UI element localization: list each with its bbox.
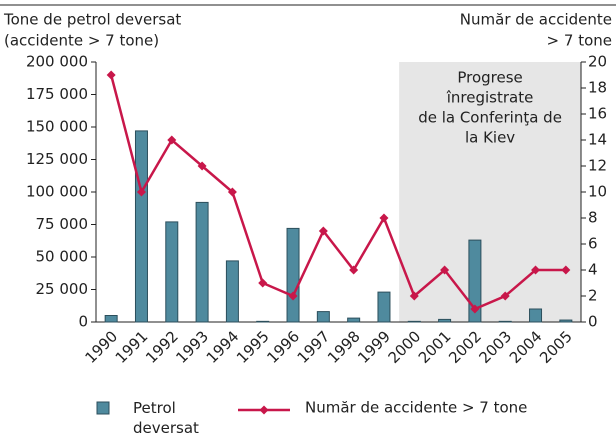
bar bbox=[559, 319, 573, 323]
marker bbox=[318, 226, 328, 236]
marker bbox=[409, 291, 419, 301]
x-tick-label: 2004 bbox=[506, 327, 546, 367]
x-tick-label: 1997 bbox=[294, 327, 334, 367]
legend-label: Petrol deversat bbox=[133, 399, 199, 437]
x-tick-label: 2001 bbox=[415, 327, 455, 367]
annotation: de la Conferinţa de bbox=[418, 109, 562, 127]
bar bbox=[377, 291, 391, 323]
x-tick-label: 1995 bbox=[233, 327, 273, 367]
x-tick-label: 1992 bbox=[142, 327, 182, 367]
marker bbox=[258, 278, 268, 288]
bar bbox=[529, 308, 543, 323]
x-tick-label: 2005 bbox=[536, 327, 576, 367]
x-tick-label: 2003 bbox=[475, 327, 515, 367]
bar bbox=[256, 320, 270, 323]
annotation: la Kiev bbox=[465, 129, 515, 147]
marker bbox=[106, 70, 116, 80]
bar bbox=[165, 221, 179, 323]
bar bbox=[225, 260, 239, 323]
x-tick-label: 2000 bbox=[385, 327, 425, 367]
legend-marker bbox=[259, 405, 269, 415]
y2-tick-label: 14 bbox=[588, 131, 607, 149]
y-tick-label: 150 000 bbox=[26, 118, 88, 136]
marker bbox=[349, 265, 359, 275]
marker bbox=[197, 161, 207, 171]
marker bbox=[470, 304, 480, 314]
bar bbox=[407, 320, 421, 323]
y2-tick-label: 18 bbox=[588, 79, 607, 97]
y-axis-label: (accidente > 7 tone) bbox=[4, 32, 159, 50]
x-tick-label: 1999 bbox=[354, 327, 394, 367]
x-tick-label: 1996 bbox=[263, 327, 303, 367]
y-tick-label: 200 000 bbox=[26, 53, 88, 71]
x-tick-label: 1993 bbox=[172, 327, 212, 367]
marker bbox=[288, 291, 298, 301]
bar bbox=[468, 239, 482, 323]
marker bbox=[531, 265, 541, 275]
y-tick-label: 50 000 bbox=[36, 248, 89, 266]
marker bbox=[379, 213, 389, 223]
x-tick-label: 1991 bbox=[112, 327, 152, 367]
y2-tick-label: 10 bbox=[588, 183, 607, 201]
marker bbox=[561, 265, 571, 275]
y-tick-label: 0 bbox=[78, 313, 88, 331]
bar bbox=[195, 201, 209, 323]
bar bbox=[286, 227, 300, 323]
y-axis-label: Tone de petrol deversat bbox=[3, 11, 181, 29]
marker bbox=[167, 135, 177, 145]
y2-tick-label: 12 bbox=[588, 157, 607, 175]
annotation: înregistrate bbox=[446, 89, 534, 107]
y-tick-label: 25 000 bbox=[36, 280, 89, 298]
y2-axis-label: Număr de accidente bbox=[460, 11, 612, 29]
legend-swatch bbox=[96, 401, 110, 415]
y-tick-label: 75 000 bbox=[36, 215, 89, 233]
bar bbox=[134, 130, 148, 323]
y2-tick-label: 20 bbox=[588, 53, 607, 71]
y2-tick-label: 0 bbox=[588, 313, 598, 331]
marker bbox=[440, 265, 450, 275]
annotation: Progrese bbox=[457, 69, 522, 87]
y-tick-label: 175 000 bbox=[26, 85, 88, 103]
highlight-region bbox=[399, 62, 581, 322]
bar bbox=[316, 311, 330, 323]
bar bbox=[438, 318, 452, 323]
y2-tick-label: 2 bbox=[588, 287, 598, 305]
bar bbox=[498, 320, 512, 323]
x-tick-label: 1994 bbox=[203, 327, 243, 367]
y-tick-label: 125 000 bbox=[26, 150, 88, 168]
x-tick-label: 1998 bbox=[324, 327, 364, 367]
y2-tick-label: 6 bbox=[588, 235, 598, 253]
line bbox=[109, 74, 566, 311]
x-tick-label: 2002 bbox=[445, 327, 485, 367]
y-tick-label: 100 000 bbox=[26, 183, 88, 201]
bar bbox=[104, 315, 118, 323]
x-tick-label: 1990 bbox=[81, 327, 121, 367]
marker bbox=[136, 187, 146, 197]
marker bbox=[227, 187, 237, 197]
y2-tick-label: 8 bbox=[588, 209, 598, 227]
legend-label: Număr de accidente > 7 tone bbox=[305, 399, 527, 417]
bar bbox=[347, 317, 361, 323]
y2-tick-label: 4 bbox=[588, 261, 598, 279]
y2-tick-label: 16 bbox=[588, 105, 607, 123]
marker bbox=[500, 291, 510, 301]
y2-axis-label: > 7 tone bbox=[547, 32, 612, 50]
